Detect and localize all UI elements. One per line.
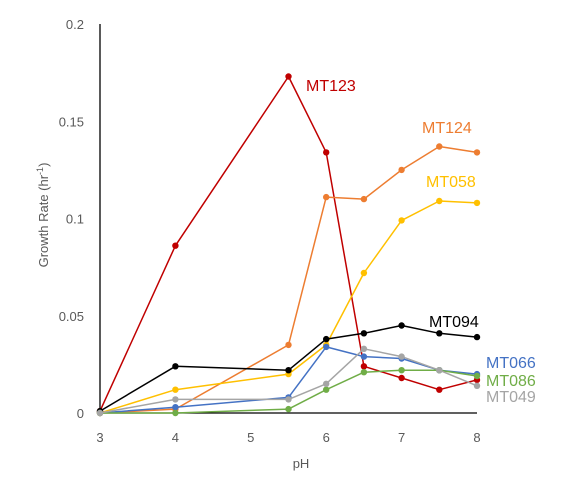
data-point [323, 149, 330, 156]
data-point [473, 149, 481, 156]
data-point [172, 404, 179, 411]
y-tick-label: 0.2 [66, 17, 84, 32]
data-point [323, 386, 330, 393]
data-point [285, 341, 292, 349]
data-point [172, 363, 179, 370]
data-point [398, 217, 405, 224]
y-axis-title-main: Growth Rate (hr [36, 174, 51, 267]
series-label-mt049: MT049 [486, 389, 536, 406]
x-tick-labels: 3 4 5 6 7 8 [96, 430, 480, 445]
data-point [398, 322, 405, 329]
data-point [398, 166, 405, 174]
x-tick-label: 3 [96, 430, 103, 445]
series-layer [96, 73, 481, 417]
data-point [172, 396, 179, 403]
y-tick-label: 0.05 [59, 309, 84, 324]
data-point [398, 353, 405, 360]
data-point [285, 73, 292, 80]
series-mt123 [96, 73, 481, 415]
data-point [436, 330, 443, 337]
data-point [473, 382, 481, 389]
data-point [360, 269, 368, 277]
series-line-mt124 [99, 145, 478, 414]
data-point [323, 193, 330, 201]
series-label-mt058: MT058 [426, 174, 476, 191]
data-point [172, 409, 179, 417]
series-label-mt086: MT086 [486, 373, 536, 390]
data-point [172, 242, 179, 249]
data-point [285, 367, 292, 374]
x-tick-label: 4 [172, 430, 179, 445]
data-point [285, 405, 292, 413]
series-label-mt124: MT124 [422, 120, 472, 137]
y-axis-title-close: ) [36, 163, 51, 167]
x-axis-title: pH [293, 456, 310, 471]
data-point [360, 330, 368, 337]
data-point [172, 386, 179, 393]
series-label-mt123: MT123 [306, 78, 356, 95]
y-tick-labels: 0 0.05 0.1 0.15 0.2 [59, 17, 84, 421]
y-tick-label: 0.1 [66, 212, 84, 227]
data-point [323, 343, 330, 351]
series-line-mt123 [99, 75, 478, 412]
series-line-mt058 [99, 200, 478, 414]
data-point [360, 369, 368, 376]
series-label-mt094: MT094 [429, 314, 479, 331]
x-tick-label: 8 [473, 430, 480, 445]
axes [99, 24, 477, 414]
series-mt058 [96, 197, 481, 417]
data-point [436, 143, 443, 150]
data-point [436, 197, 443, 205]
data-point [473, 199, 481, 207]
y-tick-label: 0 [77, 406, 84, 421]
y-tick-label: 0.15 [59, 114, 84, 129]
data-point [360, 363, 368, 370]
data-point [473, 333, 481, 341]
series-mt066 [96, 343, 481, 417]
data-point [398, 367, 405, 374]
series-line-mt086 [100, 369, 478, 414]
series-mt086 [96, 367, 481, 417]
data-point [436, 386, 443, 393]
series-line-mt049 [99, 348, 478, 414]
data-point [398, 374, 405, 382]
series-mt049 [96, 345, 481, 417]
data-point [360, 345, 368, 352]
x-tick-label: 7 [398, 430, 405, 445]
data-point [323, 380, 330, 387]
data-point [360, 353, 368, 360]
data-point [96, 409, 104, 417]
y-axis-title: Growth Rate (hr-1) [35, 163, 51, 268]
series-label-mt066: MT066 [486, 355, 536, 372]
y-axis-title-superscript: -1 [35, 167, 45, 175]
series-line-mt094 [99, 324, 478, 412]
data-point [285, 396, 292, 403]
x-tick-label: 6 [323, 430, 330, 445]
data-point [473, 372, 481, 380]
data-point [323, 335, 330, 343]
x-tick-label: 5 [247, 430, 254, 445]
data-point [360, 195, 368, 203]
data-point [436, 367, 443, 374]
